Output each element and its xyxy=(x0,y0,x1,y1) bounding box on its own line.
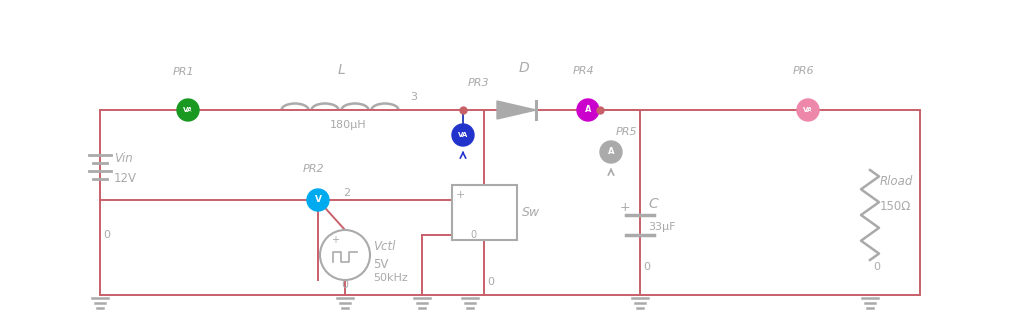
Text: 3: 3 xyxy=(410,92,417,102)
Text: A: A xyxy=(608,148,614,156)
Text: VA: VA xyxy=(458,132,468,138)
Text: Rload: Rload xyxy=(880,175,913,188)
Text: A: A xyxy=(585,106,591,115)
Text: +: + xyxy=(620,201,631,214)
Text: 12V: 12V xyxy=(114,172,137,184)
Circle shape xyxy=(600,141,622,163)
Text: Sw: Sw xyxy=(522,206,540,218)
Text: PR1: PR1 xyxy=(173,67,195,77)
Text: 0: 0 xyxy=(487,277,494,287)
Text: VA: VA xyxy=(803,107,813,113)
Text: C: C xyxy=(648,197,657,211)
Text: PR3: PR3 xyxy=(468,78,489,88)
Text: Vctl: Vctl xyxy=(373,240,395,253)
Text: L: L xyxy=(338,63,346,77)
Text: 5V: 5V xyxy=(373,258,388,271)
Text: 180μH: 180μH xyxy=(330,120,367,130)
Text: 0: 0 xyxy=(643,262,650,272)
Text: PR5: PR5 xyxy=(616,127,638,137)
Text: V: V xyxy=(314,195,322,205)
Text: 0: 0 xyxy=(341,280,348,290)
Text: 50kHz: 50kHz xyxy=(373,273,408,283)
Text: VA: VA xyxy=(183,107,194,113)
Circle shape xyxy=(177,99,199,121)
Text: PR2: PR2 xyxy=(303,164,325,174)
Text: 150Ω: 150Ω xyxy=(880,200,911,213)
Circle shape xyxy=(307,189,329,211)
Circle shape xyxy=(577,99,599,121)
Text: 2: 2 xyxy=(343,188,350,198)
Text: Vin: Vin xyxy=(114,151,133,164)
Text: 0: 0 xyxy=(873,262,880,272)
Polygon shape xyxy=(497,101,536,119)
Text: PR4: PR4 xyxy=(573,66,595,76)
Circle shape xyxy=(319,230,370,280)
Text: 33μF: 33μF xyxy=(648,222,676,232)
Text: +: + xyxy=(456,190,465,200)
Circle shape xyxy=(452,124,474,146)
Circle shape xyxy=(797,99,819,121)
Text: +: + xyxy=(331,235,339,245)
Text: 0: 0 xyxy=(103,230,110,240)
Text: 0: 0 xyxy=(470,230,476,240)
Text: D: D xyxy=(519,61,529,75)
Text: PR6: PR6 xyxy=(794,66,815,76)
Bar xyxy=(452,185,517,240)
